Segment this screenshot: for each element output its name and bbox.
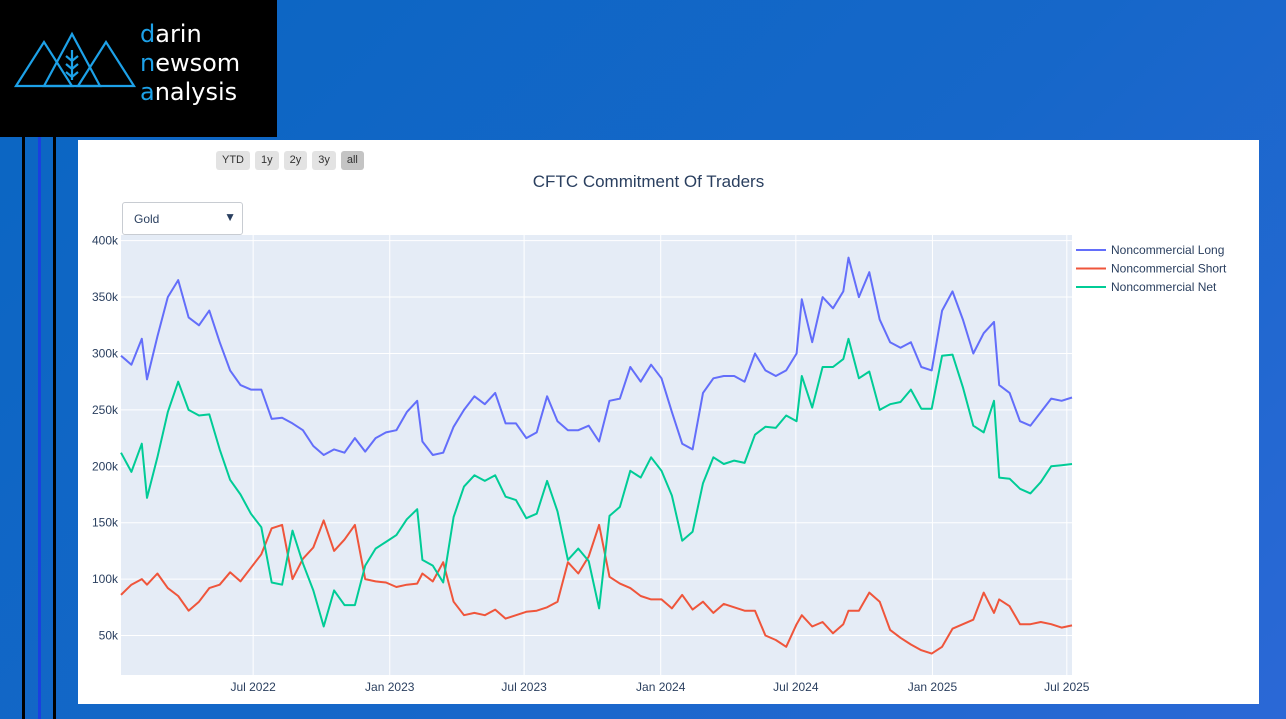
- mountains-logo-icon: [14, 31, 137, 88]
- x-tick-label: Jan 2024: [636, 680, 686, 694]
- range-button-1y[interactable]: 1y: [255, 151, 279, 170]
- range-button-2y[interactable]: 2y: [283, 151, 308, 170]
- x-tick-label: Jan 2025: [908, 680, 958, 694]
- logo-line3-accent: a: [140, 78, 155, 106]
- range-button-all[interactable]: all: [340, 151, 364, 170]
- series-line-2: [120, 337, 1073, 628]
- x-tick-label: Jan 2023: [365, 680, 415, 694]
- chart-panel: 50k 100k 150k 200k 250k 300k 350k 400k Jul 2022 J…: [78, 140, 1259, 704]
- x-tick-label: Jul 2024: [773, 680, 819, 694]
- dropdown-selected-value: Gold: [134, 212, 160, 226]
- legend-label-1[interactable]: Noncommercial Short: [1111, 262, 1227, 276]
- logo-line2-accent: n: [140, 49, 156, 77]
- decor-bar-2: [38, 137, 41, 719]
- decor-bar-1: [22, 137, 25, 719]
- logo-line2-rest: ewsom: [155, 49, 241, 77]
- y-tick-label: 400k: [92, 234, 119, 248]
- line-chart: 50k 100k 150k 200k 250k 300k 350k 400k Jul 2022 J…: [92, 234, 1227, 694]
- range-button-3y[interactable]: 3y: [312, 151, 336, 170]
- plot-area: [121, 235, 1072, 675]
- caret-down-icon: ▼: [224, 210, 236, 224]
- x-tick-label: Jul 2025: [1044, 680, 1090, 694]
- legend-label-2[interactable]: Noncommercial Net: [1111, 280, 1217, 294]
- chart-title: CFTC Commitment Of Traders: [532, 172, 765, 191]
- y-tick-label: 300k: [92, 346, 119, 360]
- brand-logo: darin newsom analysis: [0, 0, 277, 137]
- y-tick-label: 200k: [92, 459, 119, 473]
- logo-line3-rest: nalysis: [154, 78, 238, 106]
- legend-label-0[interactable]: Noncommercial Long: [1111, 243, 1224, 257]
- range-selector: YTD 1y 2y 3y all: [216, 151, 364, 170]
- y-tick-label: 50k: [99, 629, 119, 643]
- series-line-1: [120, 519, 1073, 655]
- logo-wordmark: darin newsom analysis: [140, 20, 240, 107]
- decor-bar-3: [53, 137, 56, 719]
- y-tick-label: 350k: [92, 290, 119, 304]
- logo-line1-rest: arin: [155, 20, 202, 48]
- range-button-ytd[interactable]: YTD: [216, 151, 250, 170]
- y-tick-label: 250k: [92, 403, 119, 417]
- x-tick-label: Jul 2023: [501, 680, 547, 694]
- y-tick-label: 100k: [92, 572, 119, 586]
- y-tick-label: 150k: [92, 516, 119, 530]
- series-line-0: [120, 256, 1073, 456]
- x-tick-label: Jul 2022: [230, 680, 276, 694]
- commodity-dropdown[interactable]: Gold ▼: [122, 202, 243, 235]
- logo-line1-accent: d: [140, 20, 156, 48]
